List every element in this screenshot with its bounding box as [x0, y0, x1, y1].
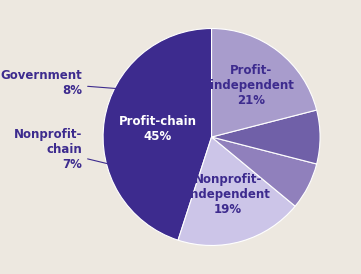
Wedge shape: [103, 28, 212, 240]
Wedge shape: [178, 137, 295, 246]
Wedge shape: [212, 110, 320, 164]
Text: Government
8%: Government 8%: [0, 69, 135, 97]
Text: Profit-
independent
21%: Profit- independent 21%: [209, 64, 293, 107]
Wedge shape: [212, 137, 317, 206]
Wedge shape: [212, 28, 317, 137]
Text: Nonprofit-
chain
7%: Nonprofit- chain 7%: [14, 128, 138, 171]
Text: Profit-chain
45%: Profit-chain 45%: [119, 115, 197, 142]
Text: Nonprofit-
independent
19%: Nonprofit- independent 19%: [186, 173, 270, 216]
